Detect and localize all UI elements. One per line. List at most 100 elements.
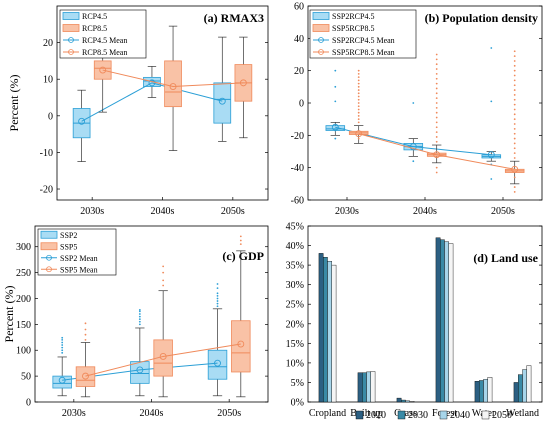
mean-line [358, 133, 515, 170]
legend-marker [318, 37, 324, 43]
y-tick-label: 0 [299, 99, 304, 110]
bar-2050 [487, 377, 493, 403]
y-tick-label: 25% [286, 300, 304, 311]
legend: RCP4.5 RCP8.5 RCP4.5 Mean RCP8.5 Mean [59, 9, 147, 59]
outlier-point [162, 284, 165, 287]
outlier-point [490, 100, 493, 103]
bar-2040 [522, 369, 527, 403]
mean-marker [169, 83, 177, 90]
outlier-point [357, 118, 360, 121]
legend-swatch [62, 12, 80, 20]
outlier-point [513, 98, 516, 101]
legend-swatch [40, 230, 58, 239]
outlier-point [357, 79, 360, 82]
mean-marker [237, 340, 245, 348]
outlier-point [138, 320, 141, 323]
outlier-point [61, 336, 64, 339]
legend-label: 2020 [366, 410, 386, 421]
legend-swatch [439, 410, 448, 420]
outlier-point [513, 157, 516, 159]
box [153, 339, 173, 377]
y-tick-label: 50 [21, 372, 31, 383]
x-tick-label: 2030s [62, 408, 86, 419]
mean-line [81, 82, 223, 122]
mean-marker [214, 359, 221, 367]
x-tick-label: 2040s [151, 206, 175, 217]
bar-2030 [323, 257, 328, 403]
bar-2020 [357, 372, 363, 403]
outlier-point [435, 58, 438, 61]
legend-marker [68, 37, 74, 43]
outlier-point [513, 113, 516, 116]
x-tick-label: 2050s [217, 408, 241, 419]
panel-title: (d) Land use [473, 251, 538, 265]
legend: SSP2 SSP5 SSP2 Mean SSP5 Mean [37, 228, 117, 276]
legend-label: SSP5 [60, 242, 77, 251]
outlier-point [513, 55, 516, 58]
outlier-point [357, 121, 360, 124]
y-tick-label: 10 [43, 75, 53, 86]
legend-label: 2040 [450, 410, 470, 421]
mean-line [85, 343, 241, 377]
outlier-point [513, 147, 516, 150]
outlier-point [435, 111, 438, 114]
panel-d: 0% 5% 10% 15% 20% 25% 30% 35% 40% 45% (d) Land use… [286, 222, 543, 421]
outlier-point [239, 243, 242, 246]
y-tick-label: 40% [286, 241, 304, 252]
outlier-point [513, 132, 516, 135]
x-tick-label: 2050s [221, 206, 245, 217]
outlier-point [513, 50, 516, 53]
outlier-point [216, 302, 219, 305]
outlier-point [84, 328, 87, 331]
outlier-point [412, 102, 415, 104]
y-tick-label: 10% [286, 358, 304, 369]
bar-2050 [409, 401, 415, 403]
y-tick-label: 15% [286, 339, 304, 350]
outlier-point [239, 239, 242, 242]
bar-2020 [396, 397, 402, 403]
outlier-point [239, 235, 242, 238]
outlier-point [435, 53, 438, 56]
outlier-point [513, 74, 516, 77]
outlier-point [513, 79, 516, 82]
box [207, 349, 228, 380]
mean-marker [355, 130, 363, 138]
outlier-point [357, 111, 360, 114]
outlier-point [513, 176, 516, 179]
bar-2030 [479, 380, 484, 403]
mean-marker [82, 372, 89, 380]
outlier-point [357, 102, 360, 104]
y-tick-label: -40 [291, 163, 304, 174]
outlier-point [435, 116, 438, 119]
y-tick-label: 60 [294, 2, 304, 13]
outlier-point [435, 136, 438, 138]
y-tick-label: 20% [286, 319, 304, 330]
outlier-point [513, 89, 516, 91]
x-tick-label: Grass [394, 408, 417, 419]
y-tick-label: -60 [291, 196, 304, 207]
outlier-point [216, 287, 219, 290]
y-tick-label: 100 [16, 346, 31, 357]
outlier-point [357, 82, 360, 85]
y-tick-label: 200 [16, 294, 31, 305]
outlier-point [84, 338, 87, 341]
bar-2030 [362, 372, 367, 403]
outlier-point [435, 73, 438, 75]
legend-label: SSP5RCP8.5 [332, 24, 374, 33]
outlier-point [61, 338, 64, 341]
bar-2020 [318, 253, 324, 403]
outlier-point [513, 118, 516, 121]
box [52, 375, 72, 389]
outlier-point [84, 333, 87, 336]
outlier-point [490, 47, 493, 49]
mean-line [102, 69, 244, 88]
outlier-point [138, 318, 141, 321]
outlier-point [513, 84, 516, 87]
outlier-point [357, 115, 360, 117]
outlier-point [216, 300, 219, 302]
outlier-point [435, 77, 438, 80]
outlier-point [138, 308, 141, 311]
x-tick-label: 2030s [80, 206, 104, 217]
panel-title: (b) Population density [425, 11, 538, 25]
